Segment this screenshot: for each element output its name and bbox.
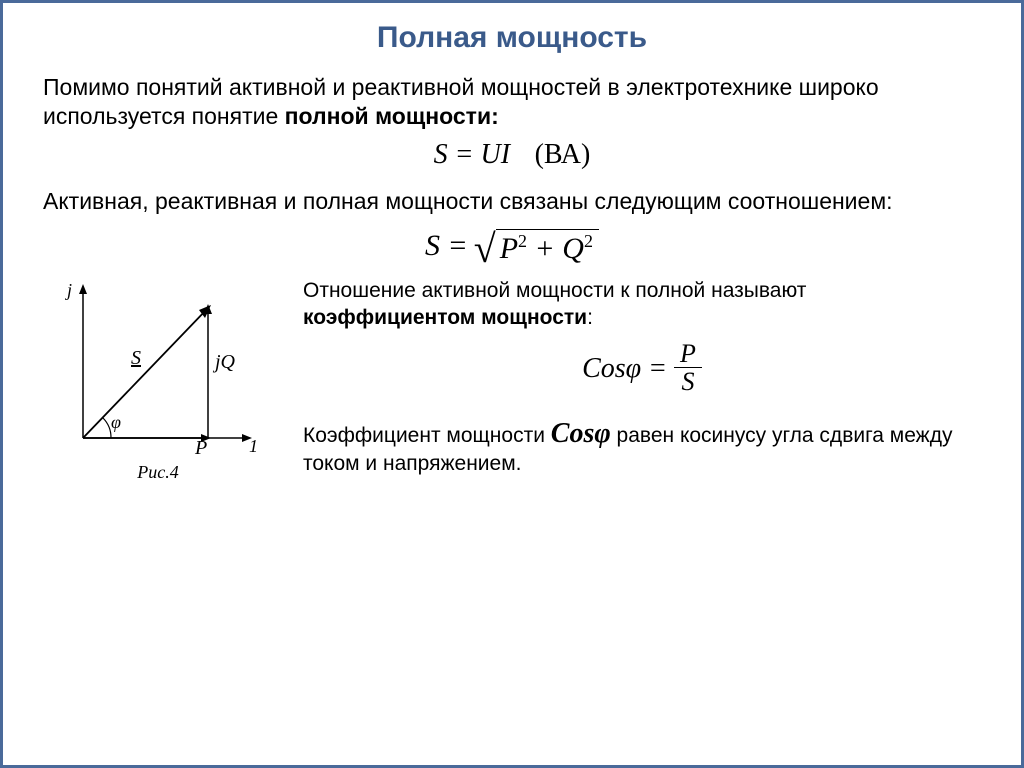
axis-j-label: j <box>65 280 72 300</box>
power-triangle-diagram: j 1 S jQ P φ <box>53 278 263 458</box>
formula3-num: P <box>674 341 702 368</box>
expl-a: Коэффициент мощности <box>303 424 551 447</box>
formula2-lhs: S = <box>425 229 468 263</box>
vector-s-label: S <box>131 347 141 369</box>
cosphi-symbol: Cosφ <box>551 418 611 449</box>
intro-paragraph: Помимо понятий активной и реактивной мощ… <box>43 73 981 131</box>
formula1-lhs: S = UI <box>434 139 510 170</box>
slide-title: Полная мощность <box>43 21 981 55</box>
vector-jq-label: jQ <box>212 351 236 373</box>
formula3-lhs: Cosφ = <box>582 353 674 384</box>
lower-section: j 1 S jQ P φ Рис.4 Отношение активной мо… <box>43 278 981 483</box>
pf-colon: : <box>587 306 593 329</box>
formula-cosphi: Cosφ = P S <box>303 341 981 397</box>
cosphi-explanation: Коэффициент мощности Cosφ равен косинусу… <box>303 416 981 477</box>
pf-text-a: Отношение активной мощности к полной наз… <box>303 279 806 302</box>
formula3-den: S <box>674 368 702 397</box>
angle-phi-label: φ <box>111 412 121 432</box>
vector-p-label: P <box>194 437 207 458</box>
diagram-caption: Рис.4 <box>137 462 178 483</box>
diagram-column: j 1 S jQ P φ Рис.4 <box>43 278 273 483</box>
pf-text-b: коэффициентом мощности <box>303 306 587 329</box>
axis-1-label: 1 <box>249 436 258 456</box>
formula-apparent-power: S = UI (ВА) <box>43 139 981 171</box>
formula1-unit: (ВА) <box>535 139 591 170</box>
formula2-radicand: P2 + Q2 <box>496 229 599 264</box>
relation-paragraph: Активная, реактивная и полная мощности с… <box>43 187 981 216</box>
radical-symbol: √ <box>474 233 496 265</box>
text-column: Отношение активной мощности к полной наз… <box>303 278 981 483</box>
intro-text-b: полной мощности: <box>285 103 499 129</box>
power-factor-def: Отношение активной мощности к полной наз… <box>303 278 981 331</box>
formula-power-triangle: S = √ P2 + Q2 <box>43 229 981 264</box>
slide-frame: Полная мощность Помимо понятий активной … <box>0 0 1024 768</box>
